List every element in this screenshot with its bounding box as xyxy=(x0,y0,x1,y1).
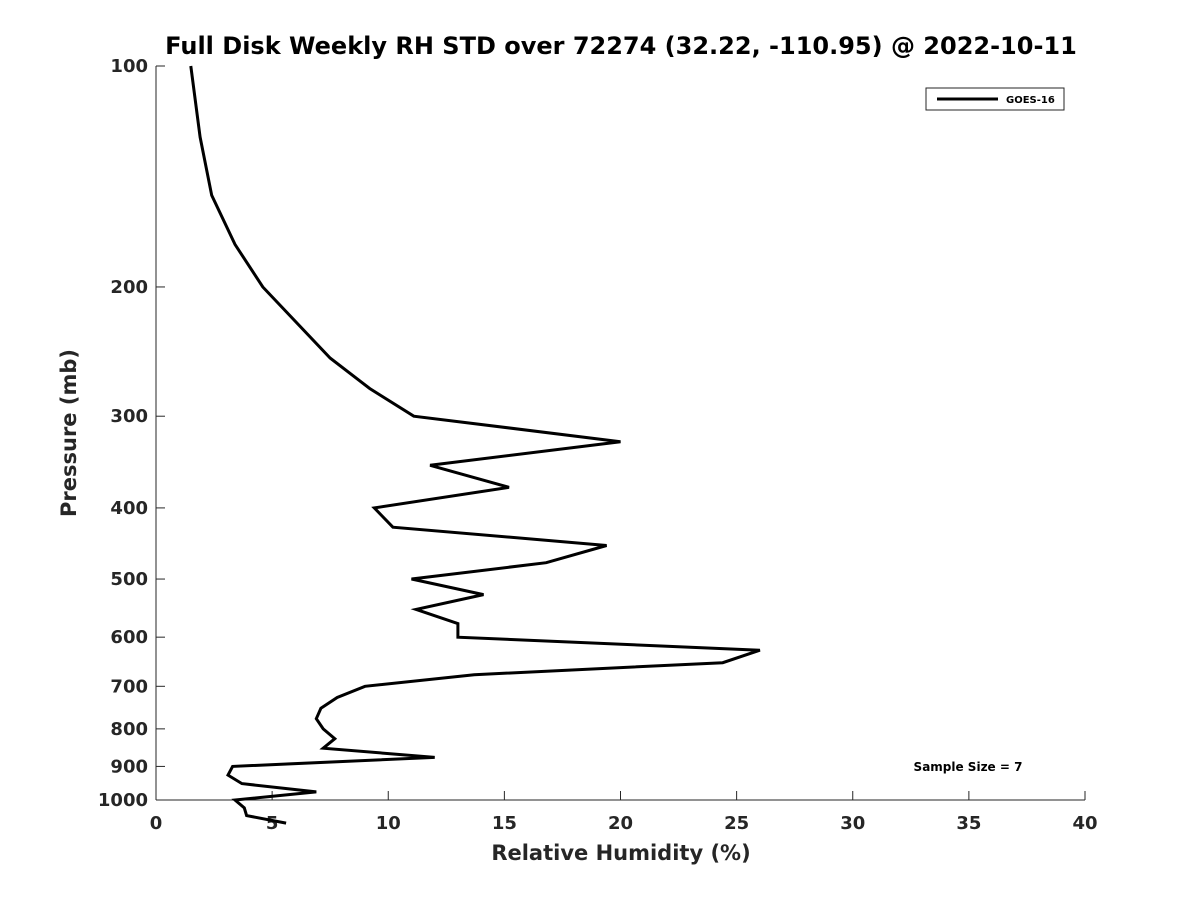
x-axis-label: Relative Humidity (%) xyxy=(491,841,750,865)
y-tick-label: 400 xyxy=(110,498,148,519)
y-tick-label: 200 xyxy=(110,277,148,298)
series-line-goes-16 xyxy=(189,65,761,825)
legend: GOES-16 xyxy=(925,87,1065,111)
x-tick-label: 0 xyxy=(150,813,163,834)
y-tick-label: 700 xyxy=(110,676,148,697)
y-tick-label: 300 xyxy=(110,406,148,427)
x-axis: 0 5 10 15 20 25 30 35 40 xyxy=(150,791,1098,834)
x-tick-label: 35 xyxy=(956,813,981,834)
x-tick-label: 10 xyxy=(376,813,401,834)
y-tick-label: 900 xyxy=(110,756,148,777)
y-axis-label: Pressure (mb) xyxy=(57,349,81,517)
x-tick-label: 5 xyxy=(266,813,279,834)
y-tick-label: 800 xyxy=(110,719,148,740)
x-tick-label: 30 xyxy=(840,813,865,834)
x-tick-label: 40 xyxy=(1072,813,1097,834)
y-tick-label: 500 xyxy=(110,569,148,590)
legend-label: GOES-16 xyxy=(1006,95,1055,106)
y-tick-label: 100 xyxy=(110,56,148,77)
x-tick-label: 20 xyxy=(608,813,633,834)
chart-title: Full Disk Weekly RH STD over 72274 (32.2… xyxy=(165,32,1077,60)
x-tick-label: 25 xyxy=(724,813,749,834)
x-tick-label: 15 xyxy=(492,813,517,834)
series-layer xyxy=(189,65,761,825)
y-axis: 100 200 300 400 500 600 700 800 900 1000 xyxy=(98,56,165,811)
y-tick-label: 1000 xyxy=(98,790,148,811)
sample-size-annotation: Sample Size = 7 xyxy=(914,760,1023,774)
y-tick-label: 600 xyxy=(110,627,148,648)
